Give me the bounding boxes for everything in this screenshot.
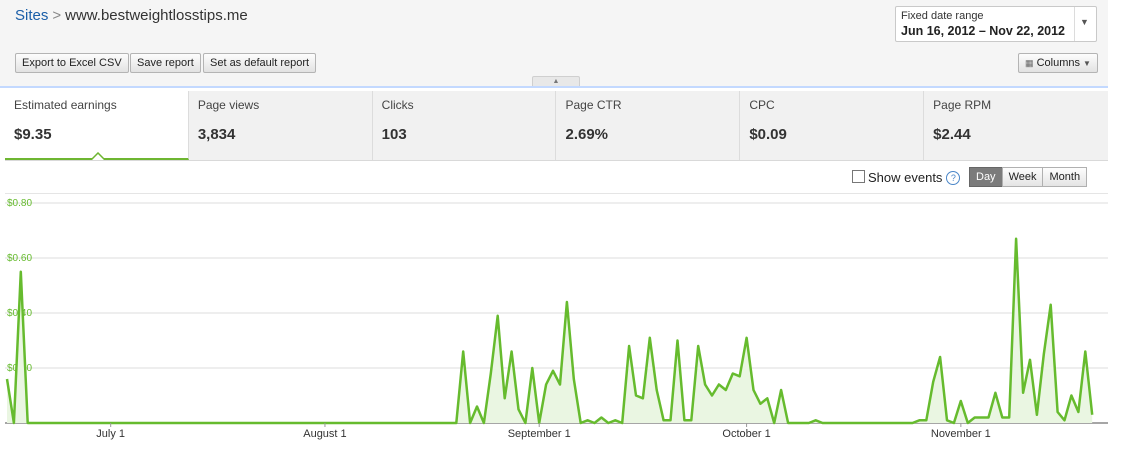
metric-value: 2.69% xyxy=(565,126,609,143)
granularity-toggle: Day Week Month xyxy=(969,167,1088,187)
metric-label: CPC xyxy=(749,98,775,112)
metric-label: Page views xyxy=(197,98,260,112)
date-range-value: Jun 16, 2012 – Nov 22, 2012 xyxy=(901,24,1065,38)
breadcrumb-separator: > xyxy=(52,7,62,24)
metric-value: 3,834 xyxy=(197,126,236,143)
metric-cpc[interactable]: CPC $0.09 xyxy=(740,91,925,160)
columns-button[interactable]: ▦ Columns ▼ xyxy=(1018,53,1098,73)
y-tick-label: $0.60 xyxy=(7,253,32,264)
metric-label: Page RPM xyxy=(933,98,992,112)
chevron-down-icon[interactable]: ▼ xyxy=(1080,17,1089,27)
metric-value: 103 xyxy=(381,126,407,143)
metric-estimated-earnings[interactable]: Estimated earnings $9.35 xyxy=(5,91,189,160)
active-metric-pointer-icon xyxy=(91,152,105,160)
metric-page-rpm[interactable]: Page RPM $2.44 xyxy=(924,91,1108,160)
metric-clicks[interactable]: Clicks 103 xyxy=(373,91,557,160)
chevron-down-icon: ▼ xyxy=(1083,59,1091,68)
help-icon[interactable]: ? xyxy=(946,171,961,185)
metric-value: $2.44 xyxy=(933,126,971,143)
metric-page-views[interactable]: Page views 3,834 xyxy=(189,91,373,160)
metric-value: $0.09 xyxy=(749,126,787,143)
metric-page-ctr[interactable]: Page CTR 2.69% xyxy=(556,91,741,160)
collapse-header-tab[interactable]: ▲ xyxy=(532,76,580,86)
metric-label: Estimated earnings xyxy=(14,98,117,112)
series-area xyxy=(7,238,1093,423)
x-tick-label: August 1 xyxy=(303,428,346,440)
y-tick-label: $0.80 xyxy=(7,198,32,209)
metric-label: Clicks xyxy=(381,98,414,112)
date-range-divider xyxy=(1074,7,1075,41)
granularity-day-button[interactable]: Day xyxy=(969,167,1003,187)
breadcrumb-sites-link[interactable]: Sites xyxy=(15,7,49,24)
columns-icon: ▦ xyxy=(1025,58,1034,68)
chevron-up-icon: ▲ xyxy=(552,78,560,85)
metrics-bar: Estimated earnings $9.35 Page views 3,83… xyxy=(5,91,1108,161)
breadcrumb: Sites > www.bestweightlosstips.me xyxy=(15,7,248,24)
granularity-week-button[interactable]: Week xyxy=(1001,167,1044,187)
columns-label: Columns xyxy=(1036,57,1080,69)
date-range-picker[interactable]: Fixed date range Jun 16, 2012 – Nov 22, … xyxy=(895,6,1097,42)
set-default-report-button[interactable]: Set as default report xyxy=(203,53,317,73)
breadcrumb-site-name: www.bestweightlosstips.me xyxy=(65,7,248,24)
series-line xyxy=(5,237,1094,425)
export-csv-button[interactable]: Export to Excel CSV xyxy=(15,53,129,73)
metric-value: $9.35 xyxy=(14,126,52,143)
show-events-checkbox[interactable] xyxy=(852,170,865,183)
x-tick-label: September 1 xyxy=(508,428,571,440)
show-events-control: Show events? xyxy=(852,170,961,185)
metric-label: Page CTR xyxy=(565,98,622,112)
x-tick-label: November 1 xyxy=(931,428,991,440)
save-report-button[interactable]: Save report xyxy=(130,53,201,73)
granularity-month-button[interactable]: Month xyxy=(1042,167,1088,187)
date-range-label: Fixed date range xyxy=(901,10,984,22)
x-tick-label: July 1 xyxy=(96,428,125,440)
show-events-label[interactable]: Show events xyxy=(868,170,943,185)
x-tick-label: October 1 xyxy=(722,428,770,440)
report-header: Sites > www.bestweightlosstips.me Fixed da… xyxy=(0,0,1108,88)
